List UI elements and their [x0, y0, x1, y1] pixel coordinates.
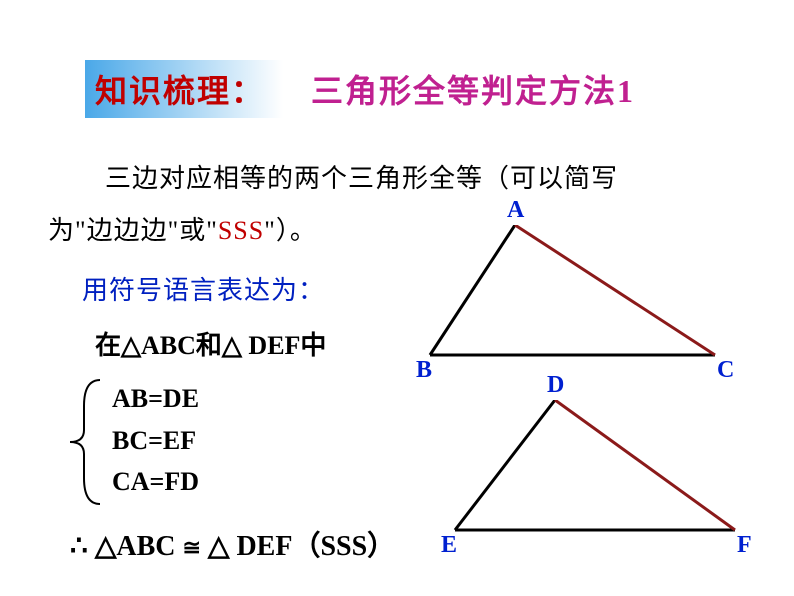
triangle-def-diagram: D E F [435, 400, 765, 560]
conclusion-tri2: △ DEF [208, 531, 293, 562]
left-brace [62, 378, 112, 506]
therefore-symbol: ∴ [70, 531, 95, 562]
equation-3: CA=FD [112, 461, 199, 503]
conclusion-tri1: △ABC [95, 531, 183, 562]
side-ca [515, 225, 715, 355]
equation-1: AB=DE [112, 378, 199, 420]
vertex-e-label: E [441, 532, 457, 559]
conclusion-reason: （SSS） [292, 531, 395, 562]
vertex-b-label: B [416, 357, 432, 384]
side-de [455, 400, 555, 530]
body-line-2-post: "）。 [264, 216, 317, 245]
in-suffix: 中 [300, 331, 326, 360]
brace-path [70, 380, 100, 504]
triangle-abc-svg [410, 225, 740, 385]
side-ab [430, 225, 515, 355]
vertex-c-label: C [717, 357, 734, 384]
equation-2: BC=EF [112, 420, 199, 462]
side-fd [555, 400, 735, 530]
equations-block: AB=DE BC=EF CA=FD [112, 378, 199, 503]
section-label: 知识梳理： [85, 60, 283, 118]
in-triangles-line: 在△ABC和△ DEF中 [95, 325, 326, 362]
conclusion-line: ∴ △ABC ≅ △ DEF（SSS） [70, 524, 395, 564]
sss-text: SSS [218, 216, 264, 245]
and-text: 和 [196, 331, 222, 360]
congruent-symbol: ≅ [182, 531, 200, 563]
in-prefix: 在 [95, 331, 121, 360]
vertex-d-label: D [547, 372, 564, 399]
triangle-def-label: △ DEF [222, 331, 301, 360]
symbol-language-title: 用符号语言表达为： [82, 270, 325, 307]
vertex-a-label: A [507, 197, 524, 224]
body-line-2-pre: 为"边边边"或" [48, 216, 218, 245]
body-line-1: 三边对应相等的两个三角形全等（可以简写 [105, 158, 618, 195]
vertex-f-label: F [737, 532, 752, 559]
header-row: 知识梳理： 三角形全等判定方法1 [85, 60, 635, 118]
triangle-def-svg [435, 400, 765, 560]
triangle-abc-label: △ABC [121, 331, 196, 360]
body-line-2: 为"边边边"或"SSS"）。 [48, 210, 317, 247]
main-title: 三角形全等判定方法1 [311, 66, 635, 112]
triangle-abc-diagram: A B C [410, 225, 740, 385]
